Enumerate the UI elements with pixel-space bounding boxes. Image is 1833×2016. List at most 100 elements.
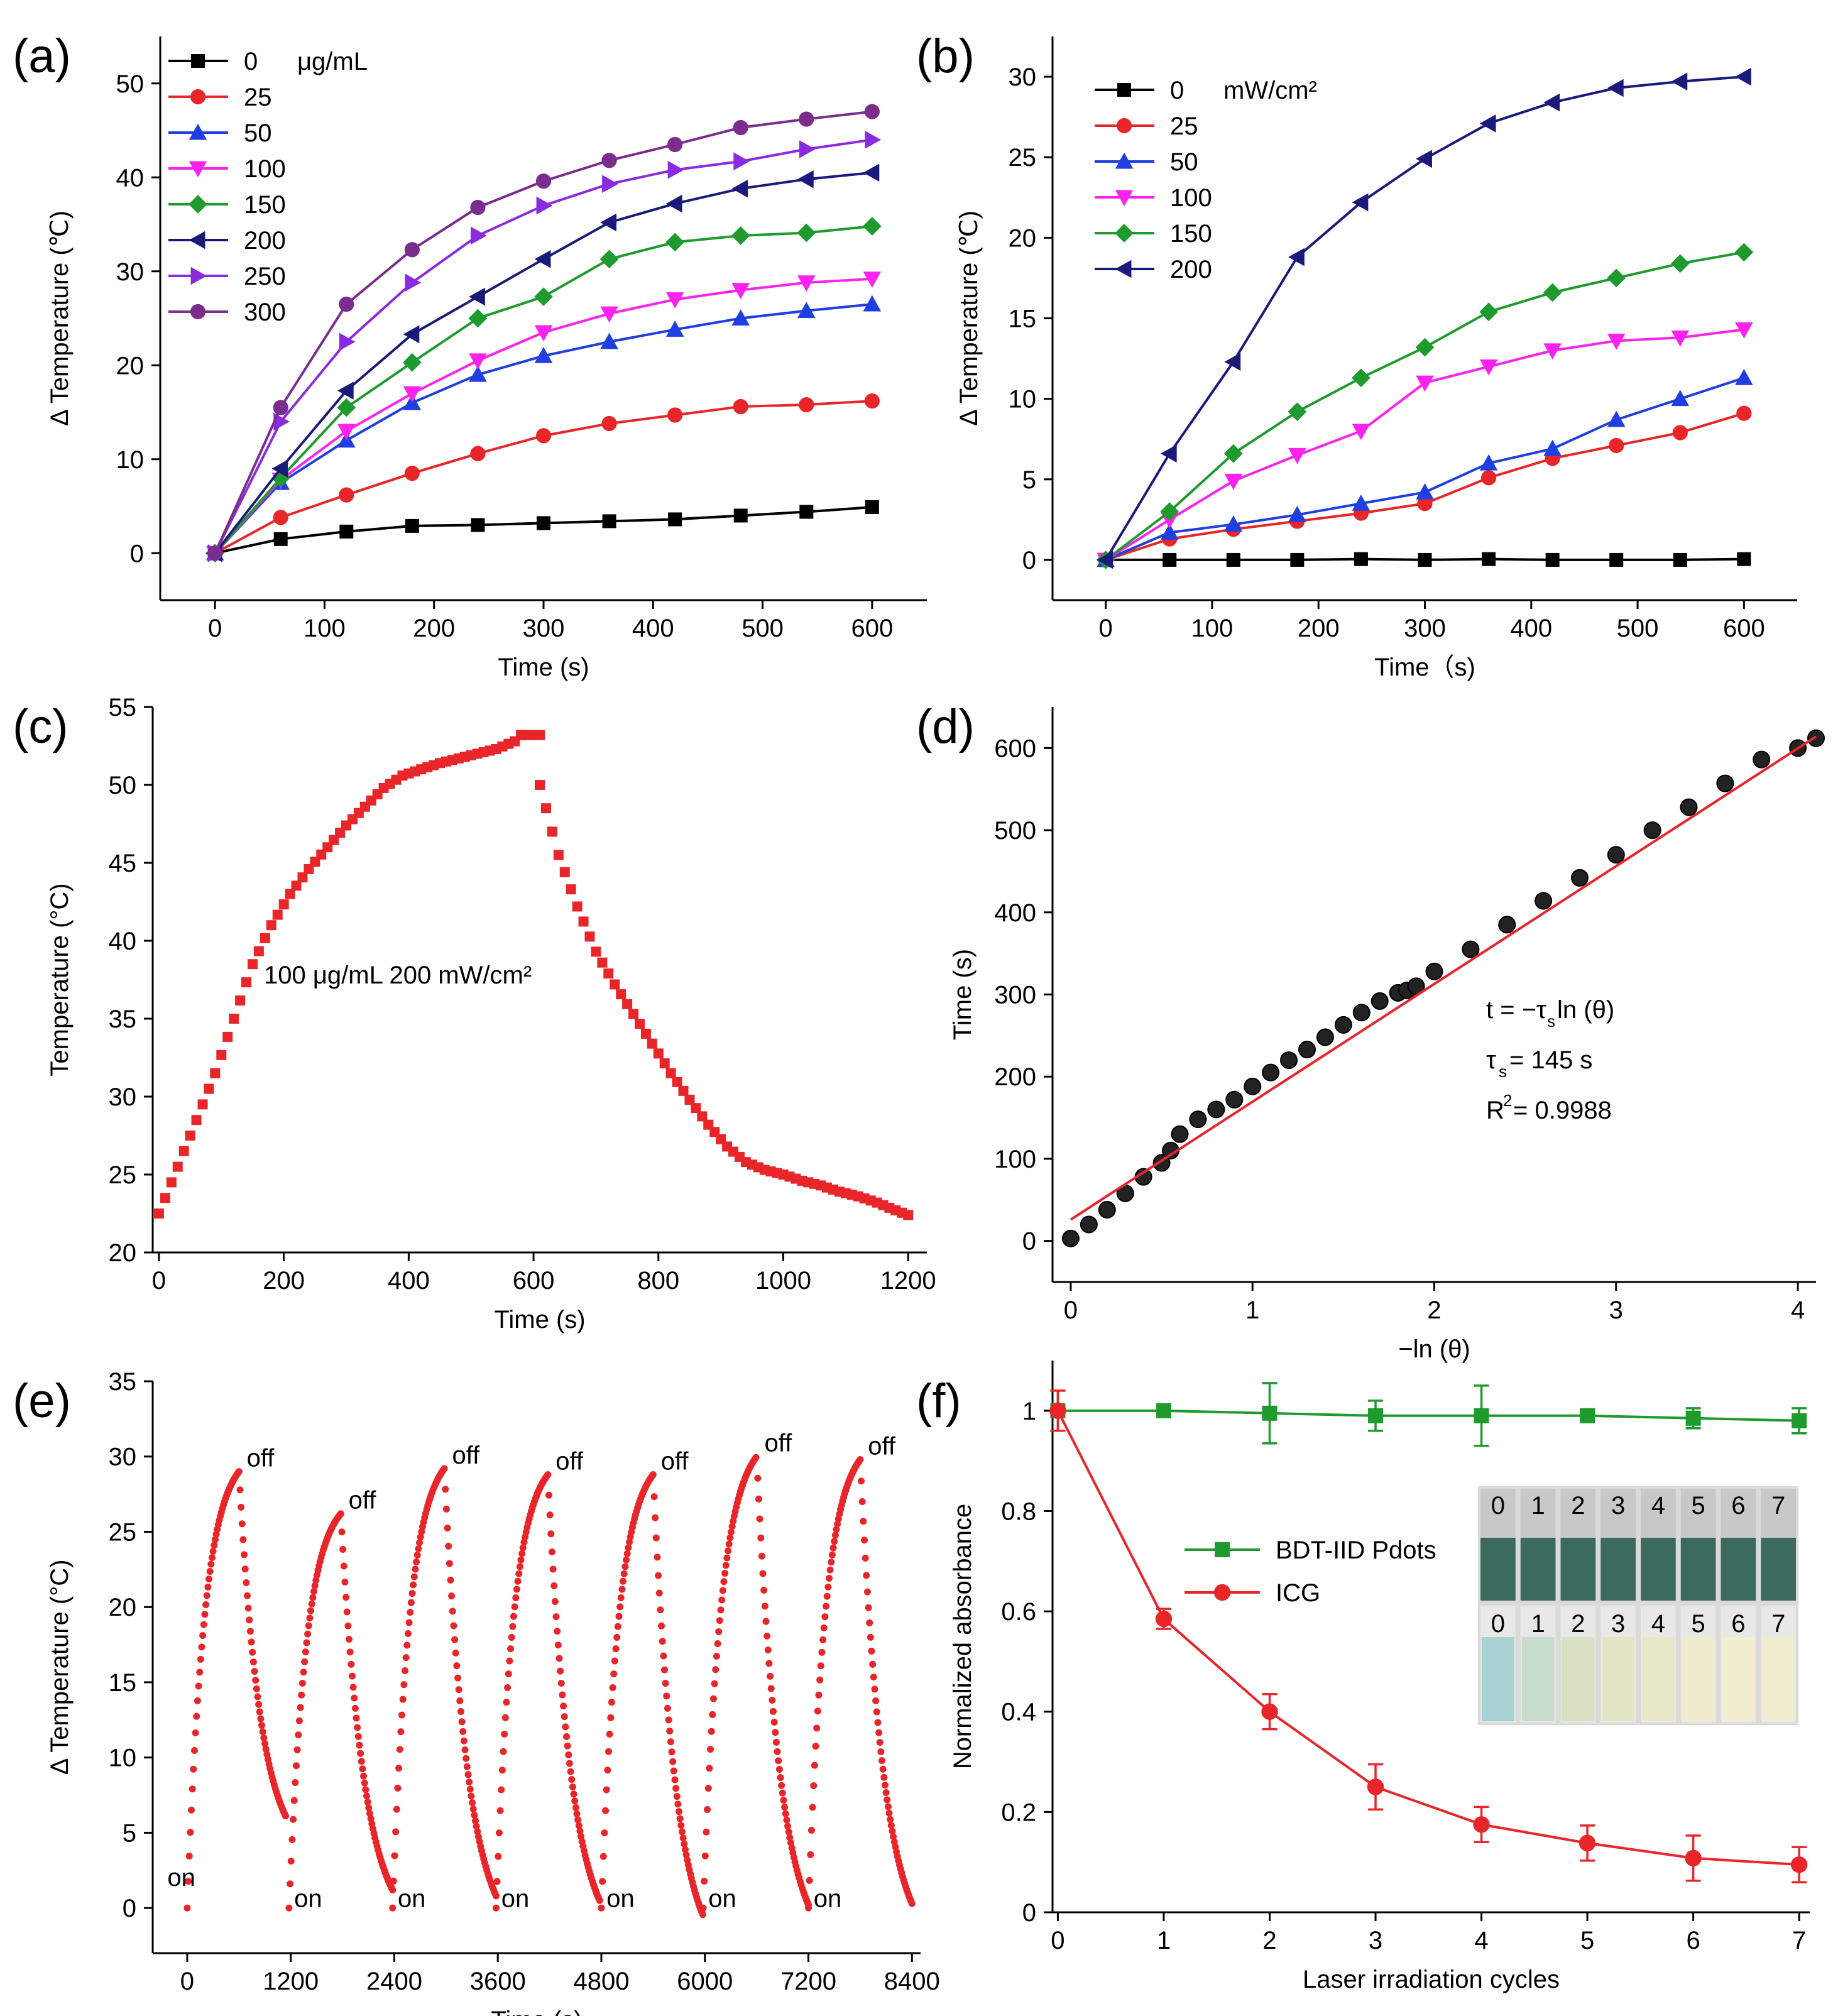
data-point (1543, 439, 1562, 456)
data-point (572, 901, 583, 912)
data-point (1290, 552, 1305, 567)
data-point (1685, 1849, 1702, 1866)
x-tick-label: 2 (1262, 1927, 1276, 1954)
data-point (1735, 322, 1753, 339)
data-point (566, 1760, 573, 1767)
data-point (877, 1748, 885, 1755)
data-point (308, 1600, 315, 1608)
x-tick-label: 400 (1510, 615, 1552, 642)
data-point (187, 1829, 194, 1836)
y-tick-label: 0.6 (1001, 1598, 1036, 1626)
data-point (725, 1540, 733, 1548)
data-point (535, 173, 552, 189)
data-point (799, 140, 816, 158)
data-point (670, 1767, 677, 1775)
legend-marker (189, 231, 205, 249)
data-point (278, 899, 289, 910)
data-point (444, 1524, 451, 1531)
data-point (799, 397, 814, 413)
data-point (568, 1776, 576, 1783)
series-cycles (183, 1454, 916, 1919)
data-point (1207, 1100, 1225, 1119)
data-point (805, 1904, 813, 1912)
data-point (356, 1741, 363, 1749)
data-point (699, 1911, 706, 1919)
y-tick-label: 30 (109, 1083, 137, 1111)
data-point (885, 1809, 893, 1817)
data-point (707, 1746, 714, 1753)
data-point (452, 1649, 459, 1657)
on-label: on (501, 1885, 530, 1913)
data-point (728, 1523, 736, 1530)
data-point (1607, 79, 1624, 97)
data-point (1643, 821, 1661, 840)
data-point (863, 1572, 870, 1579)
data-point (665, 1716, 672, 1724)
x-tick-label: 200 (263, 1267, 305, 1295)
data-point (660, 1666, 668, 1674)
data-point (597, 957, 608, 968)
data-point (561, 1713, 568, 1721)
y-tick-label: 35 (109, 1368, 137, 1396)
data-point (1160, 444, 1177, 463)
data-point (860, 1537, 868, 1544)
panel-label: (c) (13, 700, 68, 753)
data-point (602, 175, 618, 194)
vial-top (1761, 1538, 1796, 1601)
data-point (733, 119, 748, 136)
data-point (205, 1575, 213, 1583)
data-point (701, 1852, 709, 1860)
data-point (668, 1748, 676, 1756)
vial-cap-top (1560, 1489, 1596, 1538)
data-point (667, 136, 683, 153)
data-point (711, 1680, 718, 1687)
data-point (767, 1685, 775, 1692)
data-point (812, 1743, 819, 1750)
data-point (762, 1618, 770, 1625)
data-point (872, 1697, 880, 1704)
data-point (864, 104, 880, 119)
vial-bottom-solution (1521, 1637, 1555, 1721)
data-point (1097, 551, 1113, 569)
y-tick-label: 45 (109, 850, 137, 877)
data-point (461, 1746, 469, 1753)
data-point (206, 1568, 214, 1575)
vial-bottom-solution (1642, 1637, 1675, 1721)
legend-label: 300 (244, 299, 286, 326)
legend-unit: mW/cm² (1223, 77, 1317, 104)
data-point (190, 1765, 197, 1773)
data-point (449, 1608, 456, 1615)
data-point (211, 1542, 218, 1549)
data-point (1288, 248, 1305, 266)
data-point (769, 1696, 776, 1704)
data-point (470, 446, 486, 461)
legend-label: 100 (1170, 184, 1212, 212)
data-point (567, 1768, 574, 1775)
data-point (672, 1076, 682, 1087)
data-point (760, 1586, 768, 1594)
x-tick-label: 0 (1051, 1927, 1064, 1954)
data-point (564, 1742, 571, 1750)
data-point (204, 1583, 212, 1591)
data-point (442, 1505, 450, 1513)
y-tick-label: 600 (994, 735, 1036, 762)
data-point (196, 1668, 204, 1676)
x-tick-label: 3600 (470, 1968, 526, 1995)
x-tick-label: 0 (1099, 615, 1113, 642)
data-point (733, 398, 748, 415)
data-point (865, 1604, 872, 1611)
data-point (708, 1728, 715, 1735)
data-point (346, 1648, 354, 1656)
vial-label-top: 0 (1491, 1492, 1505, 1520)
data-point (759, 1570, 767, 1577)
data-point (1736, 405, 1752, 421)
data-point (259, 1728, 266, 1736)
vial-top (1520, 1538, 1556, 1601)
data-point (655, 1589, 663, 1597)
series-line (214, 224, 873, 554)
data-point (257, 1715, 265, 1723)
data-point (395, 1765, 403, 1772)
data-point (293, 1746, 301, 1753)
data-point (777, 1774, 784, 1782)
data-point (295, 1731, 302, 1739)
